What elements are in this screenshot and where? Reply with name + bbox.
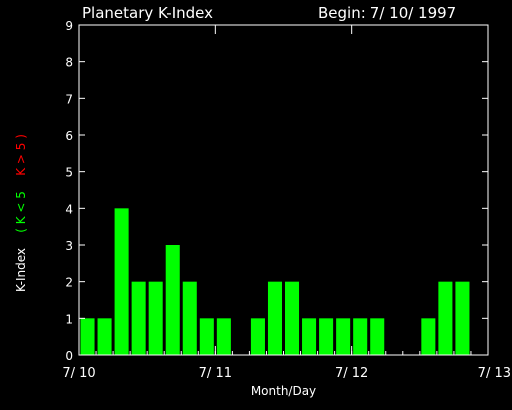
- bar: [319, 318, 334, 355]
- bar: [438, 281, 453, 355]
- bar: [421, 318, 436, 355]
- y-tick-label: 0: [65, 349, 73, 363]
- begin-date: 7/ 10/ 1997: [369, 4, 457, 22]
- bar: [165, 245, 180, 355]
- bar: [216, 318, 231, 355]
- y-tick-label: 4: [65, 202, 73, 216]
- bar: [97, 318, 112, 355]
- x-tick-label: 7/ 12: [335, 366, 368, 381]
- bar: [267, 281, 282, 355]
- bar: [199, 318, 214, 355]
- bar: [250, 318, 265, 355]
- bar: [370, 318, 385, 355]
- bar: [336, 318, 351, 355]
- y-tick-label: 6: [65, 129, 73, 143]
- begin-date-label: Begin: 7/ 10/ 1997: [318, 4, 456, 22]
- bar: [455, 281, 470, 355]
- y-tick-label: 1: [65, 312, 73, 326]
- y-tick-label: 7: [65, 92, 73, 106]
- bar: [353, 318, 368, 355]
- bar: [80, 318, 95, 355]
- begin-label: Begin:: [318, 4, 366, 22]
- legend-low: ( K < 5: [14, 191, 28, 233]
- y-tick-label: 8: [65, 56, 73, 70]
- legend-high: K > 5 ): [14, 134, 28, 176]
- y-tick-label: 3: [65, 239, 73, 253]
- bar: [131, 281, 146, 355]
- bar: [148, 281, 163, 355]
- bar: [114, 208, 129, 355]
- bar: [302, 318, 317, 355]
- x-axis-label: Month/Day: [251, 384, 316, 398]
- bar: [285, 281, 300, 355]
- y-axis-label-group: K-Index ( K < 5 K > 5 ): [14, 52, 30, 292]
- y-tick-label: 2: [65, 276, 73, 290]
- x-tick-label: 7/ 11: [199, 366, 232, 381]
- x-tick-label: 7/ 13: [478, 366, 511, 381]
- y-axis-label: K-Index: [14, 248, 28, 292]
- y-tick-label: 5: [65, 166, 73, 180]
- chart-title: Planetary K-Index: [82, 4, 213, 22]
- x-tick-label: 7/ 10: [62, 366, 95, 381]
- y-tick-label: 9: [65, 19, 73, 33]
- bar: [182, 281, 197, 355]
